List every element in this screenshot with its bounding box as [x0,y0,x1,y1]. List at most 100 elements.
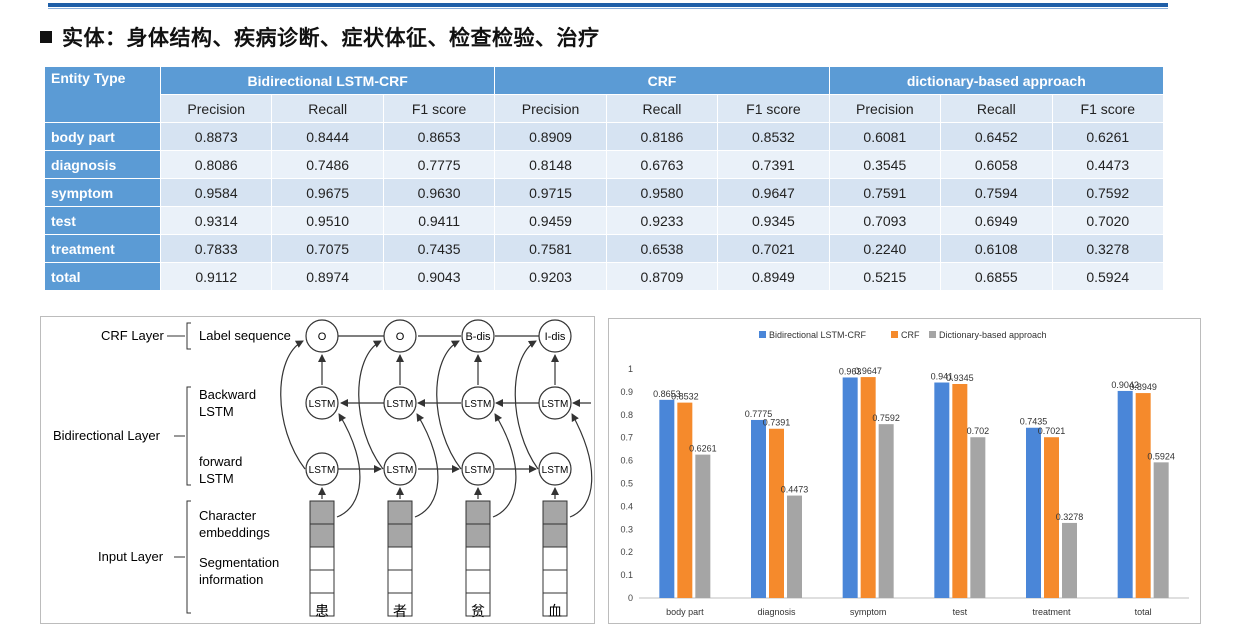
table-corner: Entity Type [45,67,160,122]
y-tick-label: 0.6 [620,456,633,466]
bar [878,424,894,598]
table-cell: 0.9314 [161,207,272,234]
bar [1026,427,1041,598]
chart-legend: Bidirectional LSTM-CRF CRF Dictionary-base… [759,330,1047,340]
legend-label: Bidirectional LSTM-CRF [769,330,867,340]
backward-lstm-node [461,386,495,420]
slide-heading: 实体：身体结构、疾病诊断、症状体征、检查检验、治疗 [40,22,600,52]
lstm-node-label: LSTM [387,399,414,410]
table-cell: 0.9345 [718,207,829,234]
segmentation-cell [387,592,413,617]
bidirectional-layer-label: Bidirectional Layer [53,428,161,443]
data-label: 0.941 [931,372,954,382]
backward-lstm-label: LSTM [199,404,234,419]
table-cell: 0.8444 [272,123,383,150]
forward-lstm-node [461,452,495,486]
bar [1135,393,1151,598]
y-tick-label: 0.3 [620,524,633,534]
embeddings-label: embeddings [199,525,270,540]
table-row: treatment 0.7833 0.7075 0.7435 0.7581 0.6538 0… [45,235,1163,262]
data-label: 0.7391 [763,418,791,428]
table-cell: 0.9584 [161,179,272,206]
x-tick-label: body part [666,607,704,617]
y-tick-label: 0 [628,593,633,603]
segmentation-cell [387,546,413,571]
table-cell: 0.7391 [718,151,829,178]
input-character: 患 [315,603,329,619]
input-character: 者 [393,603,407,619]
table-cell: 0.6081 [829,123,941,150]
bar [695,454,711,598]
lstm-node-label: LSTM [542,465,569,476]
bar [659,399,675,598]
table-row: test 0.9314 0.9510 0.9411 0.9459 0.9233 0.9345… [45,207,1163,234]
x-tick-label: test [953,607,968,617]
table-cell: 0.7833 [161,235,272,262]
table-row: diagnosis 0.8086 0.7486 0.7775 0.8148 0.6763 0… [45,151,1163,178]
bar [677,402,693,598]
bar [1153,462,1169,598]
table-group-header: dictionary-based approach [829,67,1163,94]
data-label: 0.7592 [872,413,900,423]
segmentation-cell [465,569,491,594]
bar [751,419,766,598]
bar [1117,390,1133,598]
legend-label: CRF [901,330,920,340]
table-group-header: Bidirectional LSTM-CRF [161,67,495,94]
lstm-node-label: LSTM [465,399,492,410]
data-label: 0.963 [839,366,862,376]
lstm-node-label: LSTM [542,399,569,410]
bar [860,377,876,598]
table-cell: 0.7592 [1052,179,1163,206]
top-rule [48,3,1168,7]
data-label: 0.8532 [671,392,699,402]
bar [842,377,858,598]
crf-layer-label: CRF Layer [101,328,165,343]
results-table: Entity Type Bidirectional LSTM-CRF CRF d… [44,66,1164,291]
table-row: total 0.9112 0.8974 0.9043 0.9203 0.8709 0.894… [45,263,1163,290]
table-cell: 0.9233 [606,207,718,234]
table-metric-row: Precision Recall F1 score Precision Reca… [45,95,1163,122]
embedding-cell [465,523,491,548]
input-character: 血 [548,603,562,619]
table-cell: 0.4473 [1052,151,1163,178]
bar [934,382,950,598]
table-row: symptom 0.9584 0.9675 0.9630 0.9715 0.9580 0.9… [45,179,1163,206]
row-label: diagnosis [45,151,160,178]
table-cell: 0.6855 [941,263,1052,290]
table-cell: 0.7021 [718,235,829,262]
bar [787,495,802,598]
table-cell: 0.6452 [941,123,1052,150]
data-label: 0.3278 [1056,512,1084,522]
data-label: 0.702 [967,426,990,436]
table-cell: 0.7020 [1052,207,1163,234]
row-label: treatment [45,235,160,262]
lstm-node-label: LSTM [387,465,414,476]
tag-label: I-dis [545,331,566,343]
metric-header: F1 score [1052,95,1163,122]
table-cell: 0.9675 [272,179,383,206]
data-label: 0.7021 [1038,426,1066,436]
table-cell: 0.7591 [829,179,941,206]
table-cell: 0.7594 [941,179,1052,206]
legend-swatch [891,331,898,338]
table-cell: 0.8186 [606,123,718,150]
table-cell: 0.9510 [272,207,383,234]
table-row: body part 0.8873 0.8444 0.8653 0.8909 0.8186 0… [45,123,1163,150]
table-cell: 0.7075 [272,235,383,262]
metric-header: Precision [161,95,272,122]
data-label: 0.4473 [781,485,809,495]
architecture-diagram: CRF Layer Bidirectional Layer Input Laye… [53,319,593,619]
table-cell: 0.9203 [495,263,606,290]
table-cell: 0.7581 [495,235,606,262]
top-rule-thin [48,8,1168,9]
tag-node [538,319,572,353]
table-cell: 0.5215 [829,263,941,290]
table-cell: 0.9715 [495,179,606,206]
tag-node [461,319,495,353]
backward-label: Backward [199,387,256,402]
tag-label: O [396,331,405,343]
character-label: Character [199,508,257,523]
diagram-columns: O LSTM LSTM 患 O LSTM LSTM 者 B-dis LSTM LSTM 贫 I-dis L… [305,319,572,619]
tag-label: B-dis [465,331,491,343]
